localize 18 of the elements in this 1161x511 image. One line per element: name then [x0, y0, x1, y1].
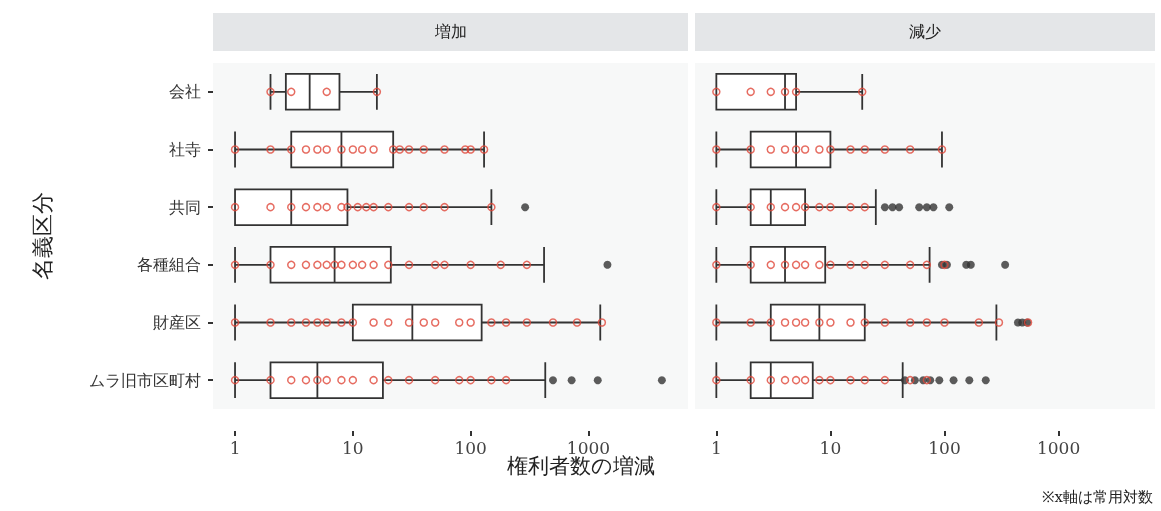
chart-title: 減少 [695, 13, 1155, 51]
x-tick-label: 10 [342, 437, 364, 458]
x-tick-label: 100 [928, 437, 961, 458]
y-axis-title: 名義区分 [29, 192, 55, 280]
chart-title: 増加 [213, 13, 688, 51]
y-tick-label: ムラ旧市区町村 [89, 370, 201, 390]
y-tick-label: 共同 [169, 197, 201, 217]
y-tick-label: 会社 [169, 82, 201, 102]
text: ※x軸は常用対数 [1041, 487, 1153, 507]
x-tick-label: 10 [819, 437, 842, 458]
y-tick-label: 各種組合 [137, 255, 201, 275]
y-tick-label: 社寺 [169, 140, 201, 159]
x-tick-label: 100 [454, 437, 487, 458]
x-tick-label: 1000 [1036, 437, 1081, 458]
y-tick-label: 財産区 [153, 313, 201, 332]
x-tick-label: 1 [710, 437, 722, 458]
x-axis-title: 権利者数の増減 [506, 454, 655, 478]
x-tick-label: 1 [229, 437, 241, 458]
